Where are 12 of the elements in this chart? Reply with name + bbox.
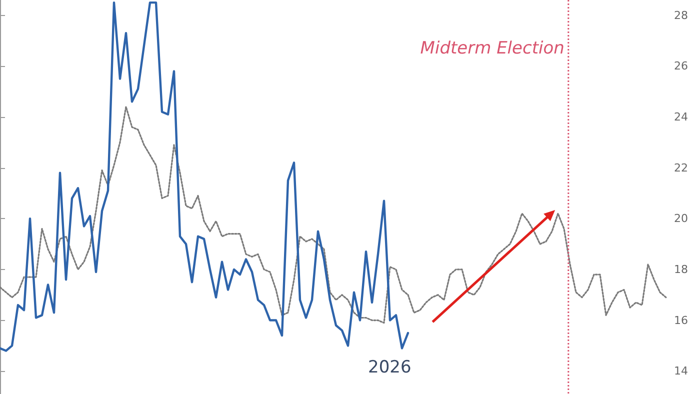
line-series [0, 106, 667, 324]
y-tick-label: 16 [674, 314, 688, 327]
y-tick-label: 18 [674, 262, 688, 276]
y-tick-label: 28 [674, 8, 688, 22]
annotation: 2026 [368, 357, 412, 378]
y-tick-label: 22 [674, 161, 688, 174]
y-tick-label: 24 [674, 110, 688, 124]
y-tick-label: 26 [674, 60, 688, 73]
y-tick-label: 14 [674, 364, 688, 378]
y-tick-label: 20 [674, 212, 688, 226]
line-series [0, 1, 410, 352]
annotation: Midterm Election [420, 38, 564, 58]
